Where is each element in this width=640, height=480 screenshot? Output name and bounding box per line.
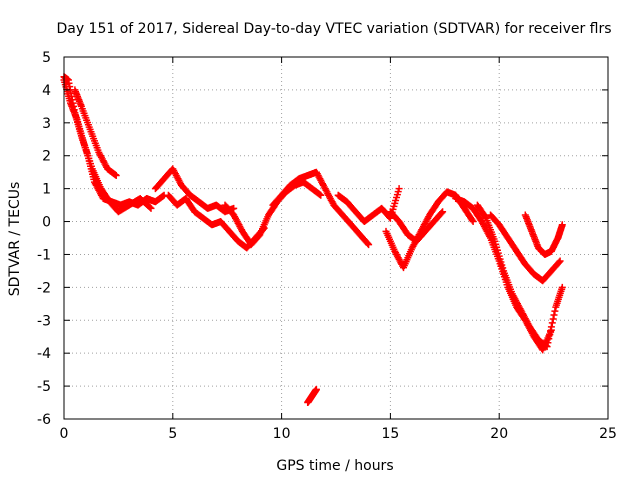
series-sat-m [473, 201, 566, 351]
y-tick-label: 2 [42, 149, 51, 165]
data-point-trail [547, 327, 555, 335]
data-point [558, 283, 566, 291]
x-axis-label: GPS time / hours [276, 458, 393, 474]
series-sat-g [269, 168, 373, 249]
plot-frame [63, 56, 609, 420]
x-tick-label: 5 [168, 426, 177, 442]
y-tick-label: -2 [37, 280, 51, 296]
x-tick-label: 15 [381, 426, 399, 442]
y-axis-label: SDTVAR / TECUs [7, 182, 23, 297]
y-tick-label: 3 [42, 116, 51, 132]
data-point-trail [545, 335, 553, 343]
data-point [312, 385, 320, 393]
x-tick-label: 20 [490, 426, 508, 442]
axis-ticks: 0 5 10 15 20 25 -6 -5 -4 -3 -2 -1 0 1 2 3 4 5 [37, 50, 617, 442]
x-tick-label: 10 [273, 426, 291, 442]
data-point-trail [438, 209, 446, 217]
data-point-trail [146, 203, 154, 211]
chart-title: Day 151 of 2017, Sidereal Day-to-day VTE… [56, 21, 611, 37]
y-tick-label: -6 [37, 412, 51, 428]
series-sat-c [71, 86, 120, 179]
series-sat-n [487, 211, 564, 285]
y-tick-label: -1 [37, 247, 51, 263]
y-tick-label: 4 [42, 83, 51, 99]
data-point [112, 172, 120, 179]
data-point [558, 221, 566, 229]
data-point-trail [551, 307, 559, 315]
y-tick-label: 0 [42, 215, 51, 231]
data-point-trail [549, 315, 557, 323]
data-point-trail [550, 311, 558, 319]
data-point-trail [481, 213, 489, 221]
data-point-trail [364, 240, 372, 248]
data-point-trail [555, 258, 563, 266]
y-tick-label: 5 [42, 50, 51, 66]
series-sat-i [334, 185, 403, 225]
x-tick-label: 25 [599, 426, 617, 442]
series-sat-o [521, 211, 566, 258]
data-point [556, 257, 564, 265]
data-point-trail [548, 319, 556, 327]
data-point [395, 185, 403, 193]
data-point [543, 343, 551, 351]
data-point-trail [468, 216, 476, 224]
y-tick-label: -3 [37, 313, 51, 329]
data-point [469, 218, 477, 225]
grid [64, 57, 608, 419]
data-point-trail [546, 331, 554, 339]
y-tick-label: -5 [37, 379, 51, 395]
series-sat-k [386, 208, 447, 245]
x-tick-label: 0 [60, 426, 69, 442]
data-points [60, 73, 566, 406]
series-sat-b [60, 76, 155, 216]
data-point-trail [547, 323, 555, 331]
series-sat-h [304, 385, 320, 406]
y-tick-label: 1 [42, 182, 51, 198]
data-point [365, 241, 373, 249]
data-point [439, 208, 447, 216]
data-point [147, 204, 155, 212]
data-point [317, 191, 325, 199]
data-point-trail [544, 339, 552, 347]
y-tick-label: -4 [37, 346, 51, 362]
